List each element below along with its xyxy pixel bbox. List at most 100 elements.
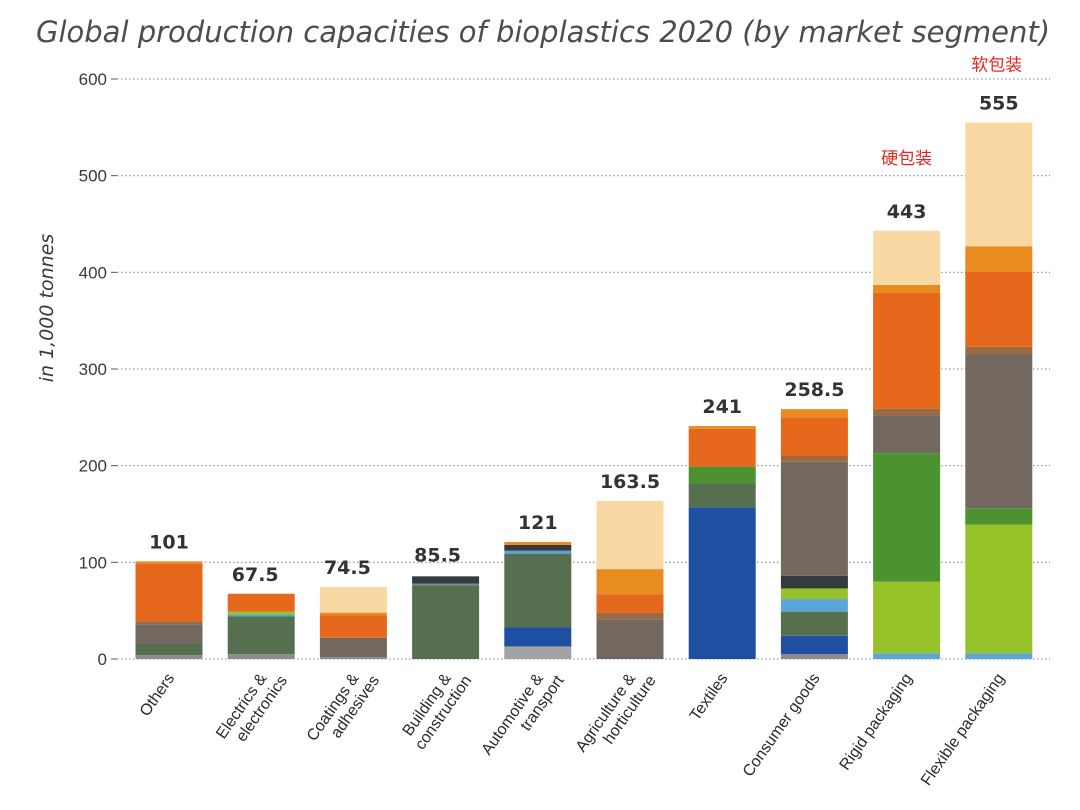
bar-segment: [504, 550, 572, 554]
bar-segment: [319, 612, 387, 616]
bar-segment: [504, 542, 572, 545]
bar-segment: [227, 614, 295, 617]
bar-total-label: 241: [702, 396, 742, 418]
bar-stack: [504, 542, 572, 659]
y-axis-label: in 1,000 tonnes: [36, 234, 58, 383]
y-tick-label: 300: [79, 360, 107, 379]
bar-segment: [596, 594, 664, 613]
y-tick-label: 0: [98, 650, 107, 669]
bar-segment: [504, 646, 572, 659]
y-tick-label: 500: [79, 167, 107, 186]
bar-total-label: 555: [979, 93, 1019, 115]
bar-total-label: 163.5: [600, 471, 660, 493]
category-label: Building &construction: [397, 662, 475, 753]
bar-segment: [504, 627, 572, 647]
bar-segment: [780, 599, 848, 612]
bar-segment: [319, 615, 387, 638]
category-label: Agriculture &horticulture: [573, 662, 660, 765]
bar-segment: [965, 354, 1033, 509]
bar-stack: [412, 576, 480, 659]
bar-segment: [873, 581, 941, 654]
category-labels: Others Electrics &electronics Coatings &ad…: [137, 662, 1008, 789]
bar-segment: [688, 466, 756, 484]
bar-total-label: 85.5: [414, 544, 461, 566]
bar-stack: [227, 593, 295, 659]
bar-segment: [596, 619, 664, 659]
chart-title: Global production capacities of bioplast…: [36, 15, 1050, 49]
bar-segment: [780, 611, 848, 636]
annotation-label: 软包装: [971, 56, 1022, 76]
bar-segment: [504, 553, 572, 628]
bar-segment: [319, 586, 387, 613]
bar-stack: [873, 230, 941, 659]
category-label: Automotive &transport: [479, 662, 568, 769]
bar-stack: [780, 409, 848, 659]
bar-segment: [780, 409, 848, 418]
bar-segment: [688, 483, 756, 508]
bar-segment: [873, 415, 941, 454]
bar-segment: [965, 508, 1033, 525]
bar-segment: [780, 417, 848, 456]
bar-stack: [965, 122, 1033, 659]
bar-segment: [596, 500, 664, 570]
bar-segment: [596, 612, 664, 620]
bar-segment: [780, 635, 848, 655]
bar-total-label: 121: [518, 512, 558, 534]
bar-segment: [873, 653, 941, 659]
annotation-label: 硬包装: [881, 149, 932, 169]
bar-stack: [596, 500, 664, 659]
bar-segment: [873, 453, 941, 582]
bar-total-label: 67.5: [232, 564, 279, 586]
bar-segment: [412, 576, 480, 584]
bar-segment: [227, 611, 295, 615]
bar-segment: [504, 544, 572, 551]
category-label: Consumer goods: [740, 671, 824, 781]
bar-stack: [319, 586, 387, 659]
bar-segment: [227, 616, 295, 655]
bar-segment: [135, 643, 203, 656]
bar-segment: [319, 657, 387, 659]
category-label: Rigid packaging: [837, 671, 916, 774]
bar-stack: [688, 426, 756, 659]
category-label: Flexible packaging: [918, 671, 1008, 789]
bars: [135, 122, 1033, 659]
bar-segment: [965, 246, 1033, 272]
bar-segment: [412, 585, 480, 659]
bar-segment: [780, 575, 848, 589]
bar-total-label: 74.5: [324, 557, 371, 579]
bar-total-label: 258.5: [784, 379, 844, 401]
bar-segment: [873, 292, 941, 409]
bar-segment: [965, 524, 1033, 654]
bar-segment: [965, 346, 1033, 355]
category-label: Others: [137, 671, 178, 720]
bar-segment: [965, 122, 1033, 247]
category-label: Textiles: [687, 671, 732, 724]
y-tick-label: 200: [79, 457, 107, 476]
bar-segment: [780, 461, 848, 576]
bar-segment: [135, 561, 203, 564]
bar-total-label: 443: [887, 201, 927, 223]
bar-segment: [135, 624, 203, 644]
bar-segment: [688, 426, 756, 429]
bar-segment: [688, 428, 756, 467]
bar-segment: [780, 588, 848, 600]
bar-segment: [227, 654, 295, 659]
bar-segment: [780, 654, 848, 659]
y-tick-label: 600: [79, 70, 107, 89]
bar-segment: [965, 653, 1033, 659]
bar-segment: [780, 456, 848, 462]
bar-stack: [135, 561, 203, 659]
bar-segment: [135, 621, 203, 625]
bar-segment: [227, 593, 295, 612]
bar-segment: [135, 655, 203, 659]
bar-segment: [873, 284, 941, 293]
bar-segment: [688, 507, 756, 659]
bar-segment: [873, 230, 941, 285]
category-label: Coatings &adhesives: [304, 662, 383, 754]
bar-segment: [596, 569, 664, 595]
bar-segment: [319, 637, 387, 658]
category-label: Electrics &electronics: [213, 662, 291, 752]
bar-segment: [965, 271, 1033, 347]
